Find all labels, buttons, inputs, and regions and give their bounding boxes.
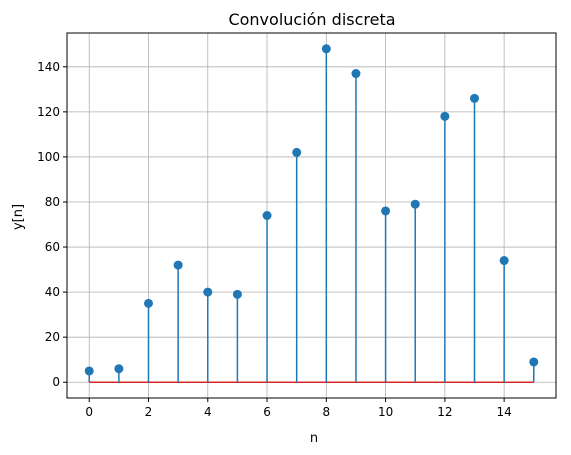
stem-marker xyxy=(470,93,479,103)
x-tick-label: 2 xyxy=(145,405,153,419)
stem-marker xyxy=(232,289,242,299)
stem-marker xyxy=(499,256,509,266)
y-tick-label: 60 xyxy=(45,240,60,254)
x-tick-label: 6 xyxy=(263,405,271,419)
y-axis: 0 20 40 60 80 100 120 140 xyxy=(37,60,67,389)
x-axis-label: n xyxy=(310,431,318,446)
stem-marker xyxy=(292,147,302,157)
stem-marker xyxy=(440,111,450,121)
y-tick-label: 20 xyxy=(45,330,60,344)
stem-marker xyxy=(262,211,272,220)
y-tick-label: 40 xyxy=(45,285,60,299)
stems xyxy=(88,48,535,383)
y-axis-label: y[n] xyxy=(11,204,26,230)
stem-marker xyxy=(84,366,94,376)
stem-marker xyxy=(381,206,391,216)
markers xyxy=(84,44,539,376)
plot-frame xyxy=(66,32,557,399)
stem-marker xyxy=(529,357,539,367)
x-tick-label: 0 xyxy=(85,405,93,419)
x-tick-label: 14 xyxy=(496,405,511,419)
stem-marker xyxy=(203,287,213,297)
x-tick-label: 12 xyxy=(437,405,452,419)
stem-marker xyxy=(114,364,124,374)
x-tick-label: 10 xyxy=(378,405,393,419)
stem-marker xyxy=(144,298,153,308)
stem-marker xyxy=(351,69,361,79)
chart-title: Convolución discreta xyxy=(228,10,395,29)
x-tick-label: 4 xyxy=(204,405,212,419)
stem-marker xyxy=(173,260,183,270)
y-tick-label: 140 xyxy=(37,60,60,74)
stem-marker xyxy=(410,199,420,209)
stem-marker xyxy=(321,44,331,54)
y-tick-label: 0 xyxy=(52,375,60,389)
y-tick-label: 80 xyxy=(45,195,60,209)
y-tick-label: 100 xyxy=(37,150,60,164)
x-axis: 0 2 4 6 8 10 12 14 xyxy=(85,398,512,419)
x-tick-label: 8 xyxy=(322,405,330,419)
y-tick-label: 120 xyxy=(37,105,60,119)
